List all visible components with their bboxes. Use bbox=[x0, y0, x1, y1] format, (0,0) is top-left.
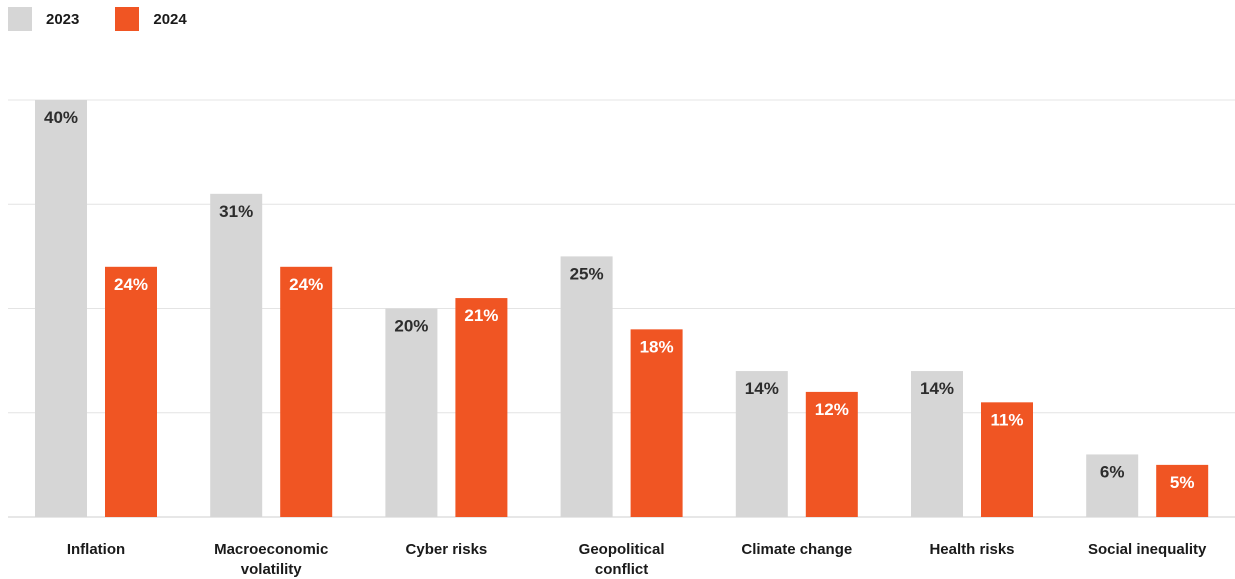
value-label-2023: 40% bbox=[44, 108, 78, 127]
value-label-2024: 18% bbox=[640, 337, 674, 356]
value-labels: 40% 24% 31% 24% 20% 21% 25% 18% 14% 12% 14% 11% 6% 5% bbox=[44, 108, 1195, 492]
value-label-2023: 6% bbox=[1100, 462, 1125, 481]
value-label-2023: 14% bbox=[920, 379, 954, 398]
x-tick-label: Health risks bbox=[929, 541, 1014, 558]
value-label-2023: 14% bbox=[745, 379, 779, 398]
x-tick-label: Macroeconomic volatility bbox=[214, 541, 328, 578]
value-label-2023: 20% bbox=[394, 317, 428, 336]
gridlines bbox=[8, 99, 1235, 518]
bar-2024 bbox=[455, 298, 508, 517]
value-label-2024: 24% bbox=[114, 275, 148, 294]
bar-2023 bbox=[210, 193, 263, 517]
bar-2024 bbox=[105, 266, 157, 517]
bar-2024 bbox=[981, 402, 1033, 517]
value-label-2023: 25% bbox=[570, 264, 604, 283]
x-tick-label: Inflation bbox=[67, 541, 125, 558]
legend-swatch-2024 bbox=[115, 7, 140, 31]
chart-legend: 2023 2024 bbox=[8, 7, 223, 31]
bar-2023 bbox=[35, 100, 87, 517]
bars bbox=[35, 100, 1209, 517]
value-label-2023: 31% bbox=[219, 202, 253, 221]
x-tick-label: Cyber risks bbox=[406, 541, 488, 558]
x-tick-label: Geopolitical conflict bbox=[579, 541, 665, 578]
x-axis-labels: Inflation Macroeconomic volatility Cyber ri… bbox=[67, 541, 1207, 578]
bar-2023 bbox=[385, 308, 438, 517]
bar-2024 bbox=[805, 391, 858, 517]
bar-2023 bbox=[735, 371, 788, 517]
legend-label-2023: 2023 bbox=[46, 10, 80, 28]
value-label-2024: 12% bbox=[815, 400, 849, 419]
bar-2023 bbox=[911, 371, 963, 517]
bar-2024 bbox=[280, 266, 333, 517]
value-label-2024: 21% bbox=[464, 306, 498, 325]
x-tick-label: Social inequality bbox=[1088, 541, 1207, 558]
value-label-2024: 24% bbox=[289, 275, 323, 294]
legend-swatch-2023 bbox=[8, 7, 32, 31]
value-label-2024: 11% bbox=[990, 410, 1023, 429]
bar-2023 bbox=[560, 256, 613, 517]
value-label-2024: 5% bbox=[1170, 473, 1195, 492]
bar-2023 bbox=[1086, 454, 1139, 517]
bar-2024 bbox=[1156, 464, 1209, 517]
x-tick-label: Climate change bbox=[741, 541, 852, 558]
bar-2024 bbox=[630, 329, 683, 517]
legend-label-2024: 2024 bbox=[153, 10, 187, 28]
legend-item-2023: 2023 bbox=[8, 7, 79, 31]
legend-item-2024: 2024 bbox=[115, 7, 187, 31]
